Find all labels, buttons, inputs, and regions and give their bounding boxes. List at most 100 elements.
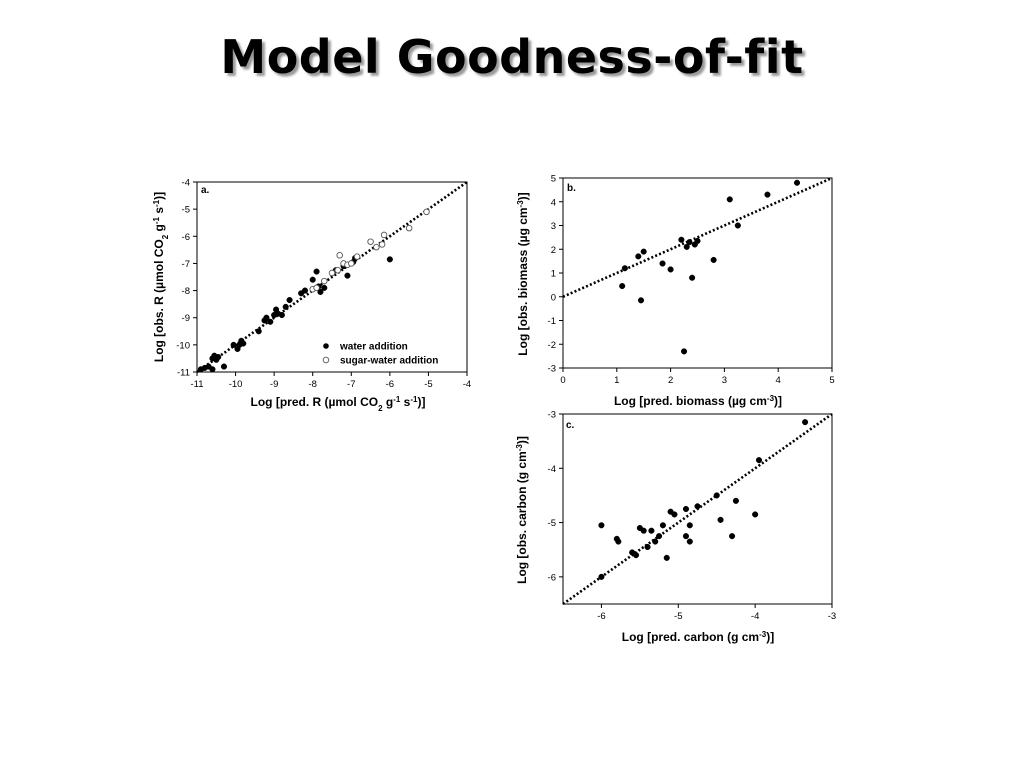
data-point-filled-a — [220, 363, 228, 370]
data-point-filled-a — [309, 276, 316, 283]
data-point-open-a — [353, 253, 361, 260]
data-point-filled-b — [686, 239, 693, 246]
data-point-filled-b — [637, 297, 645, 304]
data-point-filled-c — [732, 497, 739, 504]
data-point-filled-c — [682, 533, 690, 540]
data-point-filled-b — [640, 248, 647, 255]
fit-line-b — [562, 176, 833, 298]
data-point-filled-c — [663, 554, 670, 561]
data-point-filled-a — [263, 314, 270, 321]
y-axis-label-a: Log [obs. R (µmol CO2 g-1 s-1)] — [152, 192, 170, 362]
x-tick-label-a: -4 — [463, 379, 471, 390]
data-point-filled-c — [615, 538, 622, 545]
data-point-filled-b — [694, 237, 701, 244]
data-point-filled-a — [313, 268, 320, 275]
data-point-open-a — [348, 260, 355, 267]
y-tick-label-a: -4 — [182, 178, 190, 189]
y-tick-label-c: -6 — [548, 572, 556, 583]
data-point-filled-a — [255, 328, 262, 335]
x-tick-label-b: 0 — [560, 375, 565, 386]
data-point-filled-a — [278, 311, 285, 319]
data-point-filled-c — [686, 522, 693, 529]
x-tick-label-a: -5 — [424, 379, 432, 390]
y-axis-label-c: Log [obs. carbon (g cm-3)] — [515, 436, 530, 584]
x-tick-label-b: 3 — [722, 375, 727, 386]
data-point-open-a — [313, 284, 320, 292]
x-axis-label-a: Log [pred. R (µmol CO2 g-1 s-1)] — [251, 395, 426, 413]
data-point-filled-b — [764, 191, 771, 198]
data-point-filled-b — [710, 256, 717, 263]
data-point-filled-b — [734, 222, 741, 229]
legend-marker-water-addition — [323, 343, 329, 349]
y-tick-label-c: -5 — [548, 518, 556, 529]
slide-title: Model Goodness-of-fit — [220, 30, 804, 84]
x-tick-label-a: -6 — [386, 379, 394, 390]
data-point-filled-c — [652, 538, 659, 545]
x-axis-label-c: Log [pred. carbon (g cm-3)] — [622, 630, 774, 645]
data-point-filled-c — [644, 543, 651, 551]
data-point-filled-a — [209, 366, 216, 373]
data-point-open-a — [321, 277, 328, 285]
legend-marker-sugar-water-addition — [322, 356, 330, 364]
y-tick-label-a: -8 — [182, 286, 190, 297]
y-axis-label-b: Log [obs. biomass (µg cm-3)] — [516, 192, 531, 355]
data-point-filled-c — [656, 533, 663, 540]
data-point-filled-b — [689, 274, 696, 281]
x-tick-label-b: 2 — [668, 375, 673, 386]
data-point-filled-c — [686, 538, 693, 545]
x-tick-label-a: -10 — [229, 379, 243, 390]
y-tick-label-b: -1 — [548, 316, 556, 327]
data-point-open-a — [334, 266, 342, 274]
data-point-filled-a — [215, 354, 222, 361]
panel-label-a: a. — [201, 185, 210, 196]
data-point-filled-b — [683, 243, 690, 250]
data-point-open-a — [367, 238, 374, 245]
data-point-filled-b — [793, 179, 801, 186]
y-tick-label-a: -11 — [177, 368, 190, 379]
data-point-filled-c — [802, 419, 809, 426]
legend-label-water-addition: water addition — [339, 342, 408, 353]
plot-frame-c — [562, 413, 833, 605]
y-tick-label-b: -2 — [548, 340, 556, 351]
data-point-open-a — [380, 231, 388, 239]
y-tick-label-a: -7 — [182, 259, 190, 270]
x-tick-label-b: 4 — [776, 375, 781, 386]
x-tick-label-c: -3 — [828, 611, 836, 622]
data-point-filled-b — [667, 266, 674, 273]
data-point-filled-a — [386, 256, 393, 263]
data-point-open-a — [336, 252, 343, 259]
data-point-filled-c — [598, 573, 605, 580]
data-point-open-a — [373, 243, 380, 251]
y-tick-label-a: -10 — [176, 340, 190, 351]
plot-frame-b — [562, 177, 833, 369]
data-point-filled-c — [752, 511, 759, 518]
data-point-filled-c — [729, 533, 736, 540]
y-tick-label-b: 0 — [551, 292, 556, 303]
x-tick-label-a: -8 — [308, 379, 316, 390]
data-point-filled-c — [671, 511, 678, 518]
x-tick-label-c: -5 — [674, 611, 682, 622]
data-point-open-a — [378, 241, 386, 248]
data-point-filled-a — [301, 287, 309, 294]
data-point-filled-b — [659, 260, 666, 267]
data-point-filled-c — [640, 527, 647, 534]
y-tick-label-b: 3 — [551, 221, 556, 232]
data-point-filled-b — [635, 253, 642, 260]
data-point-open-a — [423, 208, 430, 216]
data-point-filled-a — [267, 318, 274, 325]
data-point-filled-c — [632, 552, 640, 559]
y-tick-label-a: -6 — [182, 232, 190, 243]
data-point-filled-b — [726, 196, 733, 203]
plot-frame-a — [196, 181, 468, 373]
y-tick-label-c: -3 — [548, 410, 556, 421]
panel-label-c: c. — [566, 420, 575, 431]
data-point-filled-b — [621, 265, 628, 272]
data-point-filled-c — [755, 457, 763, 464]
data-point-filled-c — [694, 503, 701, 510]
data-point-filled-c — [682, 505, 690, 513]
data-point-filled-a — [344, 272, 351, 279]
y-tick-label-a: -9 — [182, 313, 190, 324]
x-tick-label-b: 5 — [829, 375, 834, 386]
y-tick-label-b: 4 — [551, 197, 556, 208]
y-tick-label-a: -5 — [182, 205, 190, 216]
